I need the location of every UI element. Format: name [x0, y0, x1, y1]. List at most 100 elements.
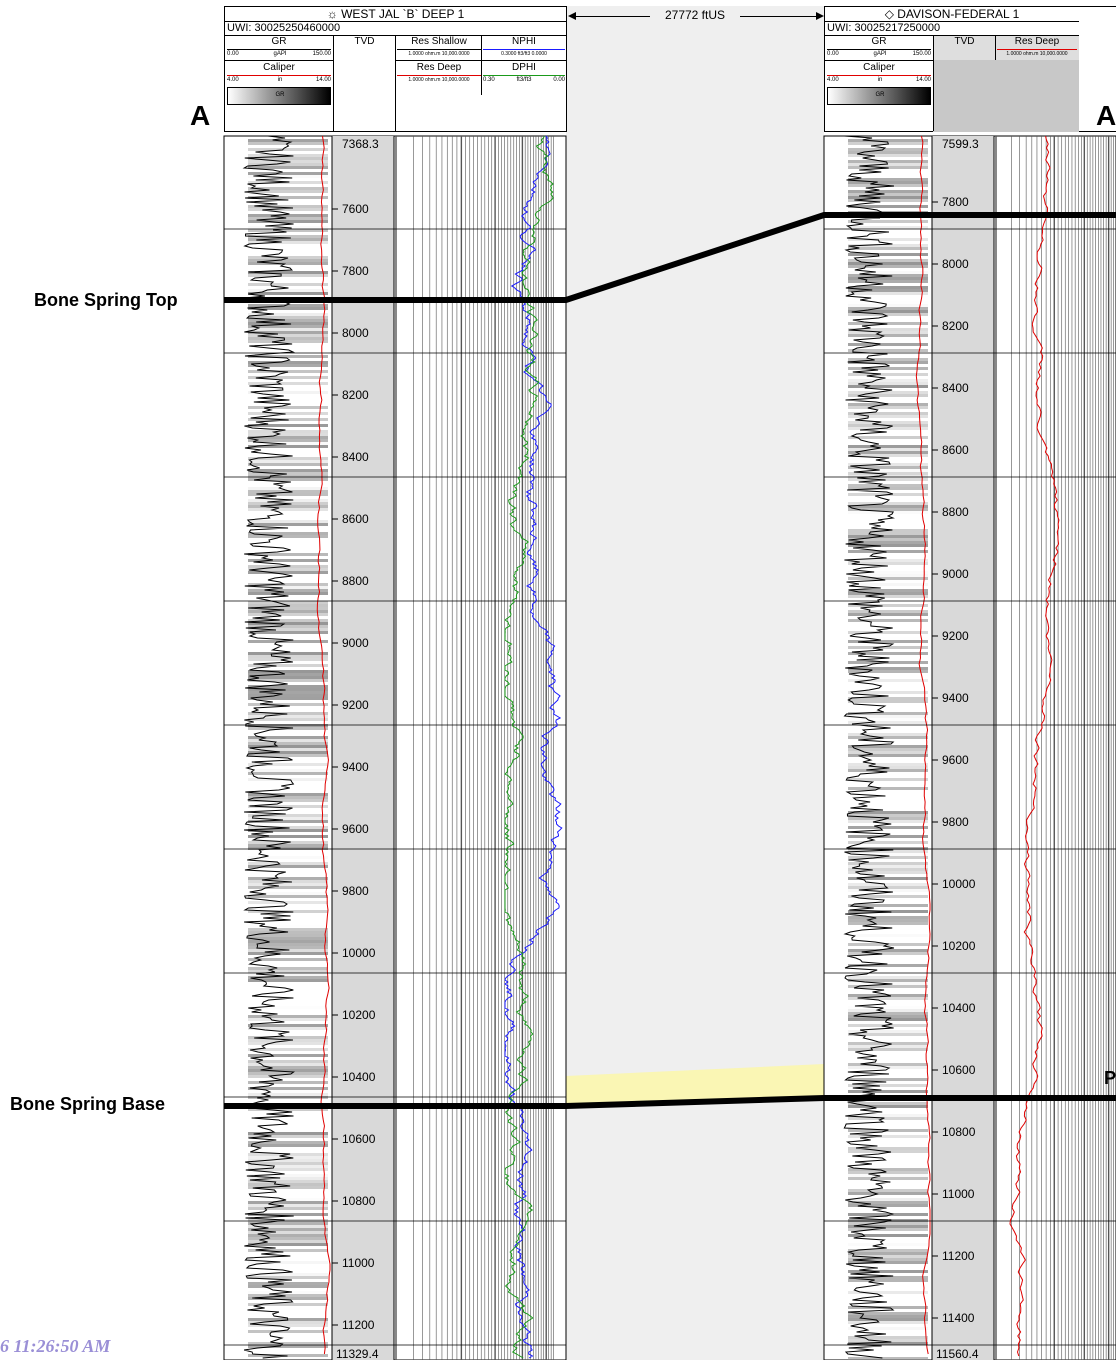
left-depth-label: 7600 — [342, 202, 369, 216]
left-caliper-label: Caliper — [263, 62, 295, 73]
left-gr-shade — [248, 190, 328, 193]
right-gr-shade — [848, 382, 928, 385]
right-depth-label: 11000 — [942, 1187, 975, 1201]
right-gr-shade — [848, 436, 928, 439]
left-gr-shade — [248, 1069, 328, 1072]
left-gr-shade — [248, 1234, 328, 1237]
left-gr-shade — [248, 331, 328, 334]
left-gr-shade — [248, 1342, 328, 1345]
right-bottom-depth: 11560.4 — [936, 1347, 979, 1360]
left-gr-shade — [248, 862, 328, 865]
left-caliper-curve — [316, 135, 331, 1355]
right-depth-label: 9600 — [942, 753, 969, 767]
gr-divider — [225, 60, 333, 61]
left-depth-label: 7800 — [342, 264, 369, 278]
left-gr-shade — [248, 520, 328, 523]
right-gr-shade — [848, 310, 928, 313]
right-gr-shade — [848, 190, 928, 193]
right-gr-shade — [848, 289, 928, 292]
right-gr-shade — [848, 1117, 928, 1120]
right-gr-shade — [848, 271, 928, 274]
left-gr-shade — [248, 241, 328, 244]
right-gr-shade — [848, 763, 928, 766]
right-gr-shade — [848, 1033, 928, 1036]
right-gr-shade — [848, 247, 928, 250]
left-gr-shade — [248, 1228, 328, 1231]
left-gr-shade — [248, 694, 328, 697]
left-gr-shade — [248, 751, 328, 754]
right-gr-shade — [848, 610, 928, 613]
right-gr-shade — [848, 226, 928, 229]
left-gr-shade — [248, 523, 328, 526]
nphi-line — [483, 49, 565, 50]
right-gr-shade — [848, 1357, 928, 1360]
right-gr-shade — [848, 307, 928, 310]
left-gr-shade — [248, 946, 328, 949]
right-gr-shade — [848, 679, 928, 682]
left-gr-shade — [248, 658, 328, 661]
left-gr-shade — [248, 469, 328, 472]
left-depth-label: 11200 — [342, 1318, 375, 1332]
right-gr-shade — [848, 1327, 928, 1330]
hdr-div-2 — [395, 35, 396, 131]
left-gr-shade — [248, 748, 328, 751]
right-gr-shade — [848, 472, 928, 475]
left-bottom-depth: 11329.4 — [336, 1347, 379, 1360]
left-gr-shade — [248, 865, 328, 868]
left-gr-shade — [248, 943, 328, 946]
right-gr-shade — [848, 871, 928, 874]
left-gr-shade — [248, 430, 328, 433]
left-gr-shade — [248, 1162, 328, 1165]
left-gr-shade — [248, 1282, 328, 1285]
left-gr-shade — [248, 679, 328, 682]
left-gr-shade — [248, 1060, 328, 1063]
left-gr-shade — [248, 163, 328, 166]
right-gr-shade — [848, 1255, 928, 1258]
right-gr-shade — [848, 778, 928, 781]
right-gr-scale-unit: gAPI — [873, 51, 887, 57]
right-gr-shade — [848, 160, 928, 163]
right-gr-shade — [848, 1177, 928, 1180]
left-gr-shade — [248, 676, 328, 679]
right-well-title[interactable]: ◇ DAVISON-FEDERAL 1 — [825, 7, 1079, 22]
right-caliper-curve — [915, 135, 931, 1355]
right-gr-shade — [848, 502, 928, 505]
left-gr-shade — [248, 463, 328, 466]
right-gr-shade — [848, 1279, 928, 1282]
right-depth-label: 9800 — [942, 815, 969, 829]
right-gr-shade — [848, 1030, 928, 1033]
right-gr-shade — [848, 1291, 928, 1294]
left-dphi-label: DPHI — [512, 62, 536, 73]
left-gr-shade — [248, 1276, 328, 1279]
left-gr-shade — [248, 799, 328, 802]
right-gr-shade — [848, 373, 928, 376]
left-gr-shade — [248, 424, 328, 427]
timestamp: 6 11:26:50 AM — [0, 1336, 111, 1356]
right-gr-label: GR — [871, 36, 887, 47]
right-res-deep-curve — [1009, 135, 1060, 1357]
right-gr-shade — [848, 337, 928, 340]
right-caliper-scale-max: 14.00 — [915, 77, 931, 83]
gr-color-bar — [227, 87, 331, 105]
right-gr-shade — [848, 1198, 928, 1201]
left-gr-shade — [248, 559, 328, 562]
right-gr-shade — [848, 322, 928, 325]
r-res-deep-line — [997, 49, 1077, 50]
r-hdr-div-1 — [933, 35, 934, 131]
left-well-title[interactable]: ☼ WEST JAL `B` DEEP 1 — [225, 7, 566, 22]
right-gr-shade — [848, 1171, 928, 1174]
left-top-depth: 7368.3 — [342, 137, 379, 151]
right-gr-shade — [848, 1228, 928, 1231]
left-depth-label: 10800 — [342, 1194, 376, 1208]
r-header-shade-top — [933, 36, 1079, 60]
left-gr-shade — [248, 940, 328, 943]
right-gr-shade — [848, 1234, 928, 1237]
left-gr-shade — [248, 736, 328, 739]
left-gr-shade — [248, 619, 328, 622]
right-gr-shade — [848, 301, 928, 304]
left-gr-scale-max: 150.00 — [312, 51, 331, 57]
right-gr-bar-label: GR — [875, 92, 885, 98]
left-gr-shade — [248, 1237, 328, 1240]
left-gr-shade — [248, 187, 328, 190]
left-gr-curve — [242, 135, 296, 1359]
